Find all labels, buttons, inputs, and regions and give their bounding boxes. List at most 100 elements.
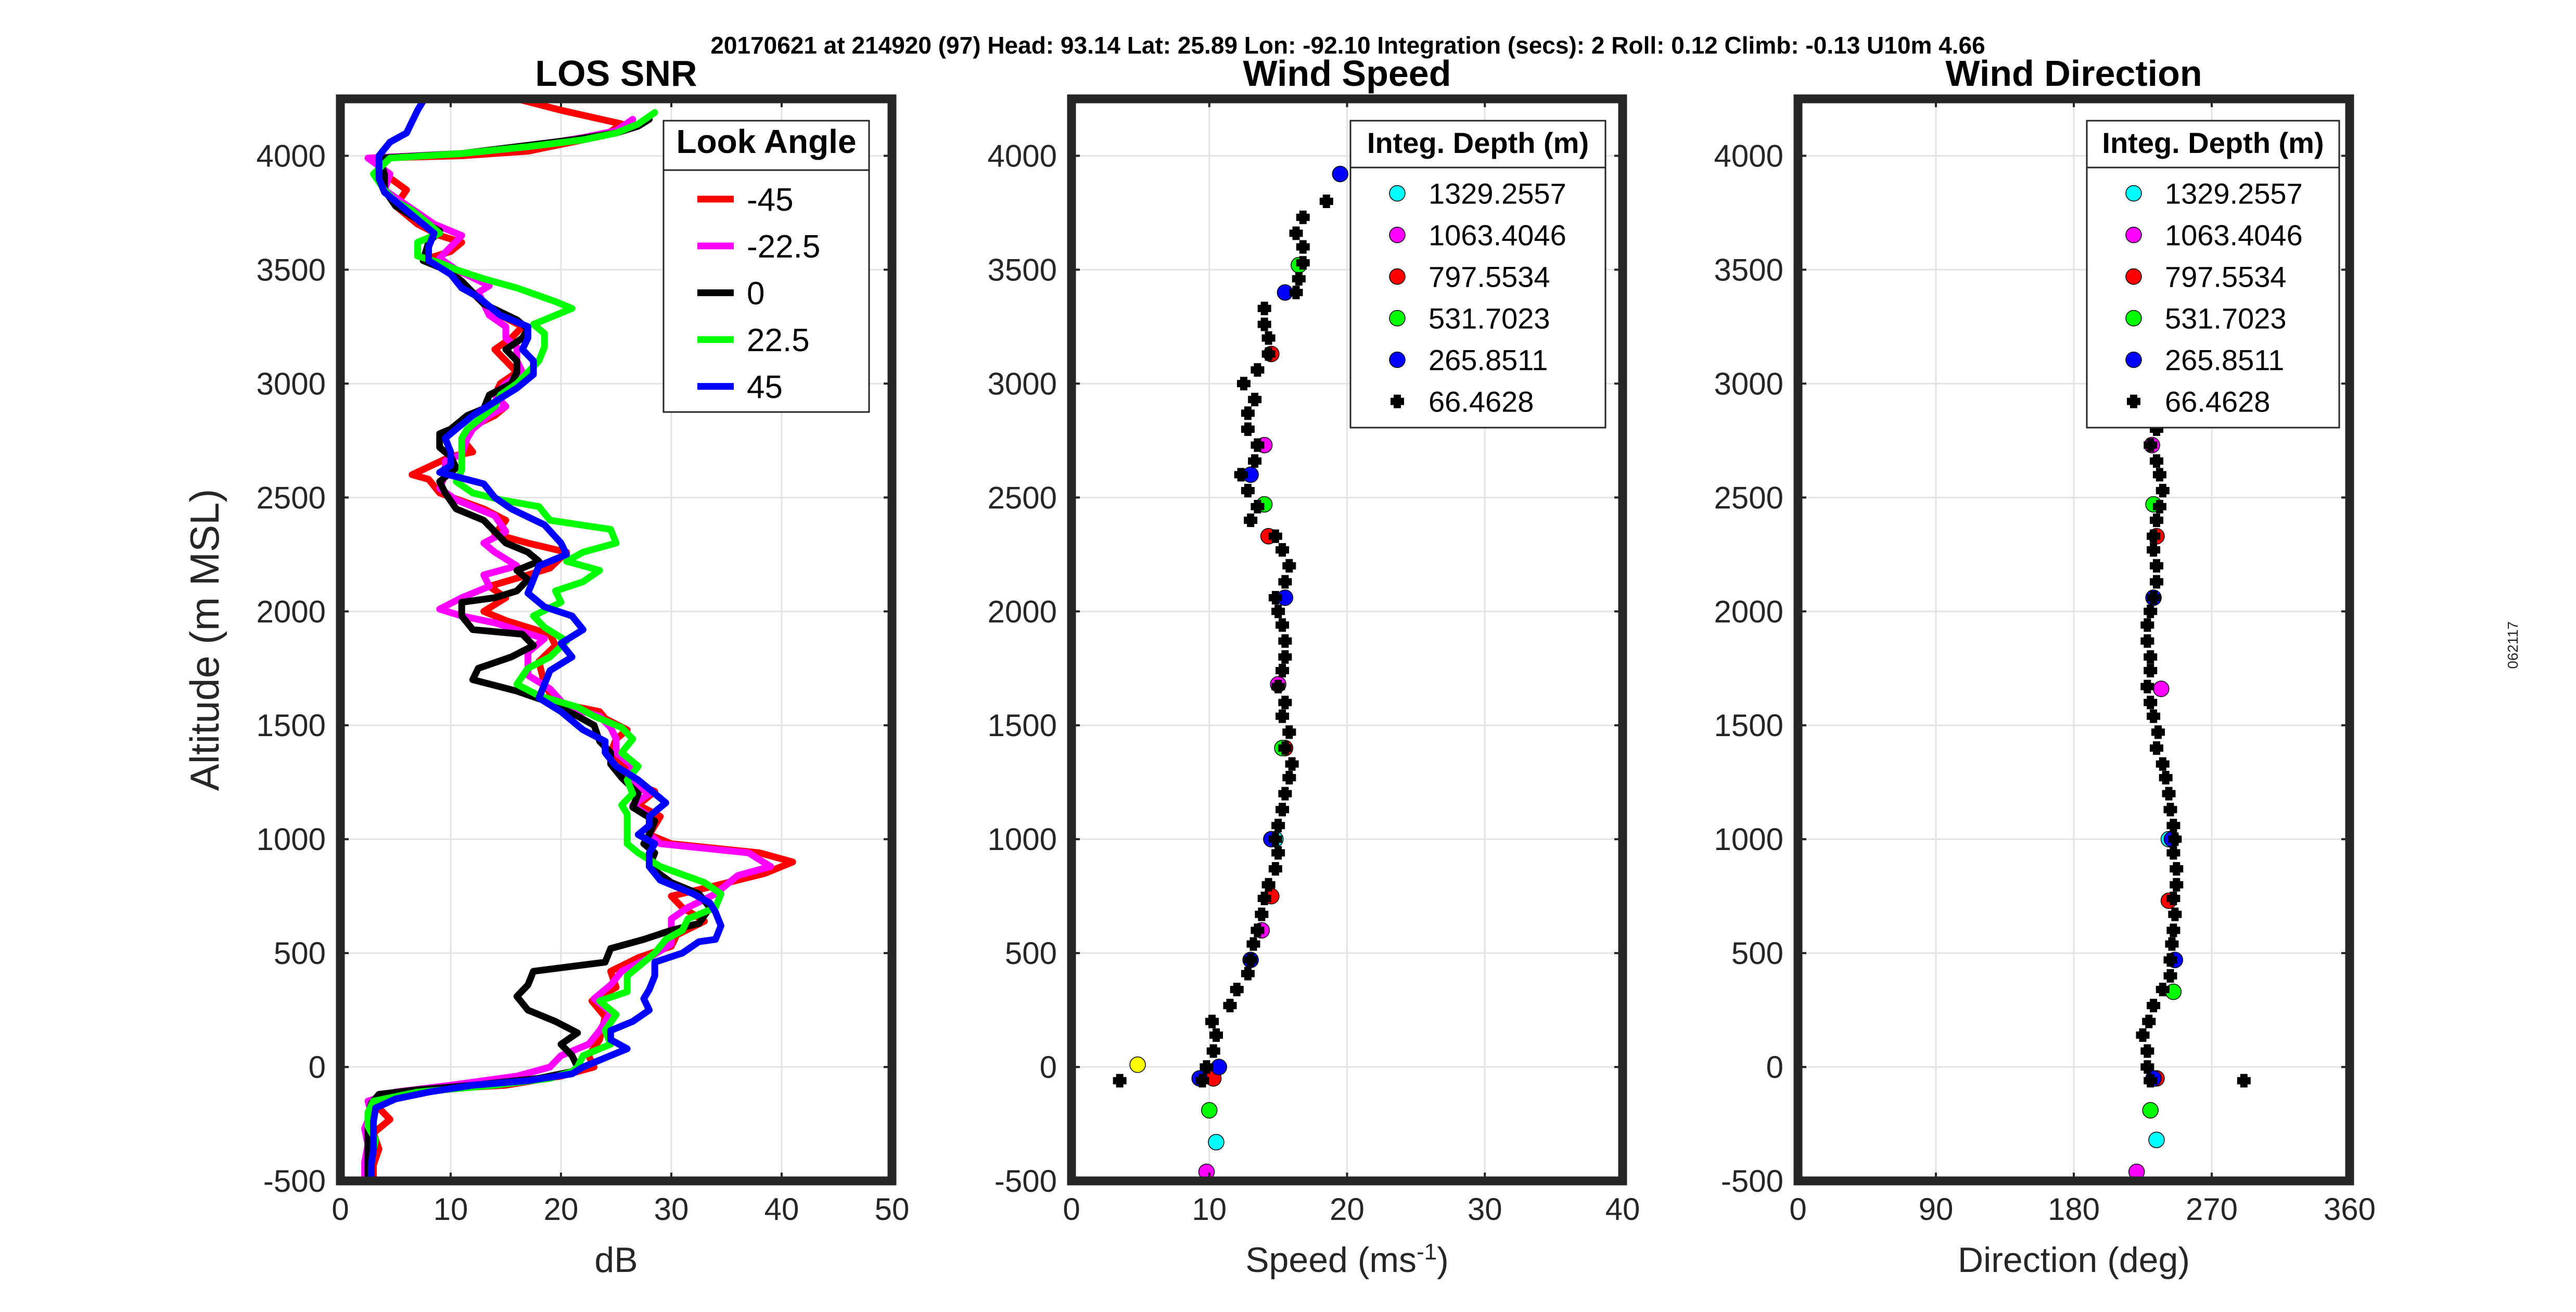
y-tick-label: 3500 [1714,252,1783,287]
data-point-plus [2150,559,2163,573]
legend-swatch-circle [1389,310,1406,327]
legend-entry-label: 797.5534 [2165,261,2287,293]
data-point-plus [1276,543,1290,557]
data-point-plus [1296,210,1310,224]
subplot-title: Wind Direction [1945,53,2202,94]
data-point-plus [1268,590,1282,604]
y-tick-label: 1500 [1714,708,1783,743]
data-point-plus [1278,741,1292,755]
series-line-22.5 [364,109,724,1181]
data-point-plus [2163,969,2177,983]
x-tick-label: 0 [1789,1192,1806,1227]
y-tick-label: 3000 [257,366,326,401]
legend-box [662,120,870,413]
data-point-plus [1319,195,1333,209]
subplot-1: 0 10 20 30 40 50-5000500100015002000250030003… [182,53,909,1280]
legend-swatch-circle [2125,351,2142,368]
data-point-plus [1271,818,1285,832]
legend-entry-label: 1329.2557 [1429,177,1566,210]
data-point-plus [1268,862,1282,876]
legend-entry-label: 797.5534 [1429,261,1550,293]
x-axis-label-main: Speed (ms [1245,1240,1417,1280]
legend: Integ. Depth (m) 1329.2557 1063.4046 797.55… [2086,120,2340,429]
x-tick-label: 270 [2186,1192,2238,1227]
data-point-plus [1271,604,1285,619]
legend-entry-label: 1063.4046 [1429,219,1566,252]
data-point-plus [2136,1028,2150,1042]
legend-entry-label: -45 [747,182,794,218]
legend-swatch-circle [2125,310,2142,327]
legend-title: Look Angle [676,123,856,160]
data-point-plus [2162,787,2176,801]
x-tick-label: 90 [1919,1192,1954,1227]
y-tick-label: 3500 [257,252,326,287]
side-label: 062117 [2505,621,2521,668]
data-point-plus [1278,787,1292,801]
data-point-plus [1282,559,1296,573]
y-tick-label: 1500 [257,708,326,743]
data-point-plus [2163,953,2177,967]
data-point-plus [1261,331,1276,345]
y-tick-label: 4000 [988,138,1057,173]
data-point-plus [1223,998,1237,1012]
y-tick-label: 2500 [1714,480,1783,515]
data-point-plus [2140,634,2154,648]
x-tick-label: 10 [433,1192,468,1227]
legend-entry-label: 1329.2557 [2165,177,2303,210]
x-tick-label: 30 [654,1192,689,1227]
y-tick-label: 2000 [988,594,1057,629]
x-tick-label: 40 [1605,1192,1640,1227]
data-point-plus [2144,650,2158,664]
data-point-plus [1282,770,1296,784]
data-point-plus [2159,770,2173,784]
data-point-circle [2142,1102,2159,1119]
data-point-plus [1282,725,1296,739]
subplot-3: 0 90 180 270 360-500050010001500200025003000… [1714,53,2376,1280]
y-tick-label: 2000 [257,594,326,629]
data-point-plus [2166,923,2180,937]
data-point-plus [1251,438,1265,452]
series-line-0 [364,115,713,1181]
data-point-plus [1241,422,1255,436]
legend-swatch-plus [2127,394,2140,408]
y-tick-label: 500 [1731,936,1783,971]
y-tick-label: 0 [309,1050,326,1085]
x-tick-label: 20 [1330,1192,1364,1227]
data-point-plus [2152,499,2166,513]
data-point-plus [1261,347,1276,361]
data-point-plus [2144,664,2158,678]
legend-entry-label: -22.5 [747,229,820,265]
data-point-plus [1251,499,1265,513]
legend-entry-label: 531.7023 [1429,302,1550,335]
data-point-plus [1257,892,1271,906]
y-tick-label: 2500 [257,480,326,515]
data-point-plus [2147,529,2161,543]
data-point-plus [2170,878,2184,892]
y-tick-label: -500 [1721,1164,1783,1199]
y-tick-label: 1500 [988,708,1057,743]
x-axis-label-close: ) [1437,1240,1449,1280]
data-point-plus [2147,709,2161,723]
x-tick-label: 20 [544,1192,579,1227]
legend-swatch-circle [1389,226,1406,243]
data-point-plus [1268,529,1282,543]
data-point-plus [1285,757,1299,771]
data-point-plus [1241,484,1255,498]
subplot-title: LOS SNR [535,53,697,94]
y-tick-label: 2000 [1714,594,1783,629]
data-point-plus [1244,953,1258,967]
x-axis-label-main: dB [594,1240,637,1280]
y-tick-label: 500 [1005,936,1057,971]
data-point-plus [2156,983,2170,997]
figure-header: 20170621 at 214920 (97) Head: 93.14 Lat:… [710,32,1985,59]
y-tick-label: -500 [994,1164,1057,1199]
y-tick-label: 3500 [988,252,1057,287]
y-tick-label: 3000 [988,366,1057,401]
y-tick-label: 4000 [257,138,326,173]
data-point-plus [1296,256,1310,270]
data-point-plus [1296,240,1310,254]
data-point-plus [2166,892,2180,906]
legend-title: Integ. Depth (m) [1367,126,1589,159]
data-point-plus [2150,513,2163,528]
y-tick-label: 3000 [1714,366,1783,401]
